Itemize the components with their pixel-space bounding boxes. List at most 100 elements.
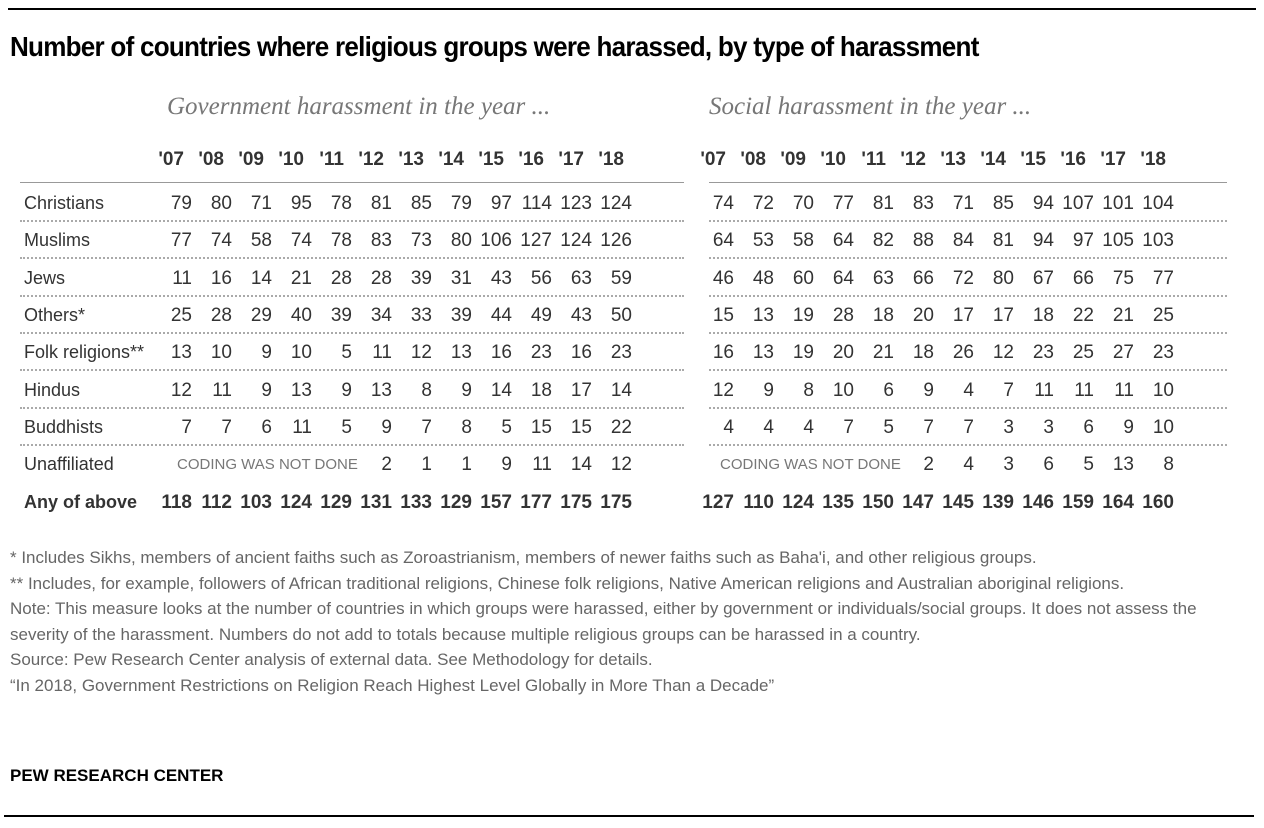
year-header: '09 — [780, 149, 806, 170]
table-row: Buddhists 7 7 6 11 5 9 7 8 5 15 15 22 4 4 4 7 5 7 7 3 3 6 9 10 — [0, 409, 1264, 446]
source: Source: Pew Research Center analysis of … — [10, 650, 653, 669]
cell-value: 14 — [490, 380, 512, 401]
cell-value: 103 — [240, 492, 272, 513]
cell-value: 101 — [1102, 193, 1134, 214]
row-divider — [709, 369, 1227, 371]
cell-value: 16 — [490, 342, 512, 363]
cell-value: 4 — [803, 417, 814, 438]
cell-value: 80 — [210, 193, 232, 214]
cell-value: 12 — [610, 454, 632, 475]
government-values: 25 28 29 40 39 34 33 39 44 49 43 50 — [152, 305, 632, 327]
table-row: Hindus 12 11 9 13 9 13 8 9 14 18 17 14 12 9 8 10 6 9 4 7 11 11… — [0, 372, 1264, 409]
cell-value: 11 — [1034, 380, 1054, 401]
row-divider — [20, 220, 684, 222]
cell-value: 88 — [912, 230, 934, 251]
cell-value: 127 — [520, 230, 552, 251]
cell-value: 17 — [570, 380, 592, 401]
cell-value: 9 — [341, 380, 352, 401]
row-label: Unaffiliated — [24, 454, 114, 474]
cell-value: 58 — [250, 230, 272, 251]
cell-value: 13 — [370, 380, 392, 401]
row-divider — [709, 407, 1227, 409]
government-values: 2 1 1 9 11 14 12 — [152, 454, 632, 476]
cell-value: 40 — [290, 305, 312, 326]
cell-value: 129 — [440, 492, 472, 513]
cell-value: 25 — [1072, 342, 1094, 363]
social-subtitle: Social harassment in the year ... — [709, 93, 1032, 120]
cell-value: 112 — [201, 492, 232, 513]
cell-value: 4 — [963, 380, 974, 401]
cell-value: 83 — [912, 193, 934, 214]
government-values: 11 16 14 21 28 28 39 31 43 56 63 59 — [152, 268, 632, 290]
social-values: 46 48 60 64 63 66 72 80 67 66 75 77 — [694, 268, 1174, 290]
cell-value: 9 — [1123, 417, 1134, 438]
cell-value: 1 — [421, 454, 432, 475]
cell-value: 7 — [181, 417, 192, 438]
government-year-headers: '07 '08 '09 '10 '11 '12 '13 '14 '15 '16 '17 '18 — [144, 149, 624, 171]
cell-value: 56 — [530, 268, 552, 289]
cell-value: 11 — [292, 417, 312, 438]
cell-value: 13 — [450, 342, 472, 363]
cell-value: 107 — [1062, 193, 1094, 214]
government-subtitle: Government harassment in the year ... — [167, 93, 551, 120]
year-header: '14 — [438, 149, 464, 170]
cell-value: 23 — [530, 342, 552, 363]
year-header: '16 — [1060, 149, 1086, 170]
cell-value: 124 — [280, 492, 312, 513]
row-divider — [709, 220, 1227, 222]
year-header: '12 — [900, 149, 926, 170]
cell-value: 77 — [170, 230, 192, 251]
row-divider — [709, 295, 1227, 297]
cell-value: 64 — [832, 230, 854, 251]
cell-value: 7 — [963, 417, 974, 438]
year-header: '08 — [198, 149, 224, 170]
cell-value: 160 — [1142, 492, 1174, 513]
cell-value: 43 — [490, 268, 512, 289]
cell-value: 58 — [792, 230, 814, 251]
cell-value: 15 — [530, 417, 552, 438]
cell-value: 106 — [480, 230, 512, 251]
cell-value: 5 — [1083, 454, 1094, 475]
government-values: 7 7 6 11 5 9 7 8 5 15 15 22 — [152, 417, 632, 439]
cell-value: 12 — [992, 342, 1014, 363]
cell-value: 20 — [912, 305, 934, 326]
cell-value: 85 — [992, 193, 1014, 214]
government-values: 79 80 71 95 78 81 85 79 97 114 123 124 — [152, 193, 632, 215]
report-title: “In 2018, Government Restrictions on Rel… — [10, 675, 775, 695]
cell-value: 22 — [1072, 305, 1094, 326]
cell-value: 53 — [752, 230, 774, 251]
cell-value: 75 — [1112, 268, 1134, 289]
cell-value: 5 — [341, 342, 352, 363]
cell-value: 79 — [450, 193, 472, 214]
row-divider — [20, 295, 684, 297]
cell-value: 110 — [743, 492, 774, 513]
cell-value: 118 — [161, 492, 192, 513]
cell-value: 39 — [450, 305, 472, 326]
row-label: Hindus — [24, 380, 81, 400]
cell-value: 59 — [610, 268, 632, 289]
row-label: Others* — [24, 305, 86, 325]
row-label: Any of above — [24, 492, 138, 512]
cell-value: 133 — [400, 492, 432, 513]
cell-value: 3 — [1003, 454, 1014, 475]
cell-value: 15 — [570, 417, 592, 438]
cell-value: 49 — [530, 305, 552, 326]
cell-value: 66 — [1072, 268, 1094, 289]
year-header: '11 — [319, 149, 344, 170]
year-header: '10 — [820, 149, 846, 170]
cell-value: 124 — [560, 230, 592, 251]
cell-value: 13 — [1112, 454, 1134, 475]
cell-value: 74 — [290, 230, 312, 251]
cell-value: 12 — [410, 342, 432, 363]
chart-title: Number of countries where religious grou… — [10, 31, 979, 62]
cell-value: 9 — [261, 380, 272, 401]
cell-value: 3 — [1003, 417, 1014, 438]
social-values: 12 9 8 10 6 9 4 7 11 11 11 10 — [694, 380, 1174, 402]
cell-value: 71 — [250, 193, 272, 214]
cell-value: 48 — [752, 268, 774, 289]
cell-value: 164 — [1102, 492, 1134, 513]
row-divider — [709, 332, 1227, 334]
cell-value: 7 — [1003, 380, 1014, 401]
cell-value: 19 — [792, 305, 814, 326]
year-header: '08 — [740, 149, 766, 170]
